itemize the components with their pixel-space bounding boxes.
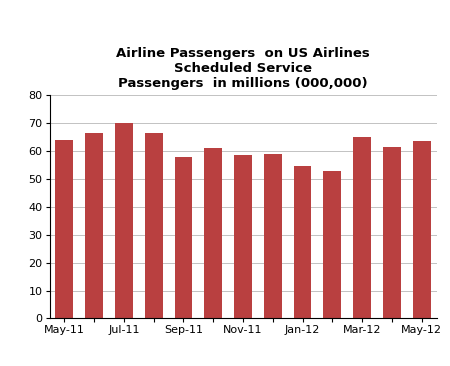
Bar: [55, 140, 73, 318]
Bar: [383, 147, 401, 318]
Bar: [175, 157, 193, 318]
Bar: [324, 171, 341, 318]
Bar: [413, 141, 431, 318]
Bar: [115, 123, 133, 318]
Bar: [293, 166, 311, 318]
Bar: [264, 154, 282, 318]
Bar: [85, 133, 103, 318]
Bar: [204, 148, 222, 318]
Title: Airline Passengers  on US Airlines
Scheduled Service
Passengers  in millions (00: Airline Passengers on US Airlines Schedu…: [116, 47, 370, 90]
Bar: [234, 155, 252, 318]
Bar: [145, 133, 162, 318]
Bar: [353, 137, 371, 318]
